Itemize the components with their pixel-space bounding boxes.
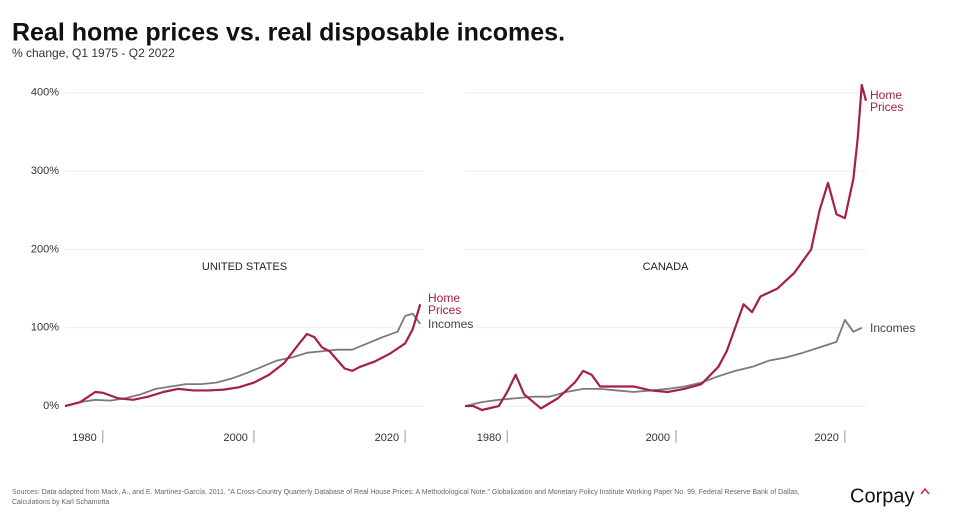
legend-label: Home Prices [870,87,904,114]
legend-label: Incomes [870,320,916,335]
legend-label: Home Prices [428,291,462,318]
title: Real home prices vs. real disposable inc… [12,19,565,47]
x-tick-label: 1980 [72,432,96,444]
line [465,83,868,412]
line [64,303,422,408]
subtitle: % change, Q1 1975 - Q2 2022 [12,46,175,60]
x-tick-label: 2020 [814,432,838,444]
y-tick-label: 400% [31,87,59,99]
brand: Corpay [850,485,914,507]
x-tick-label: 1980 [477,432,501,444]
x-tick-label: 2020 [375,432,399,444]
x-tick-label: 2000 [646,432,670,444]
source: Sources: Data adapted from Mack, A., and… [12,489,800,506]
brand-caret [920,487,930,495]
y-tick-label: 200% [31,243,59,255]
y-tick-label: 0% [43,400,59,412]
x-tick-label: 2000 [223,432,247,444]
y-tick-label: 100% [31,322,59,334]
legend-label: Incomes [428,316,474,331]
panel-title: UNITED STATES [202,261,287,273]
line [64,312,421,407]
y-tick-label: 300% [31,165,59,177]
line [464,319,863,407]
panel-title: CANADA [643,261,690,273]
